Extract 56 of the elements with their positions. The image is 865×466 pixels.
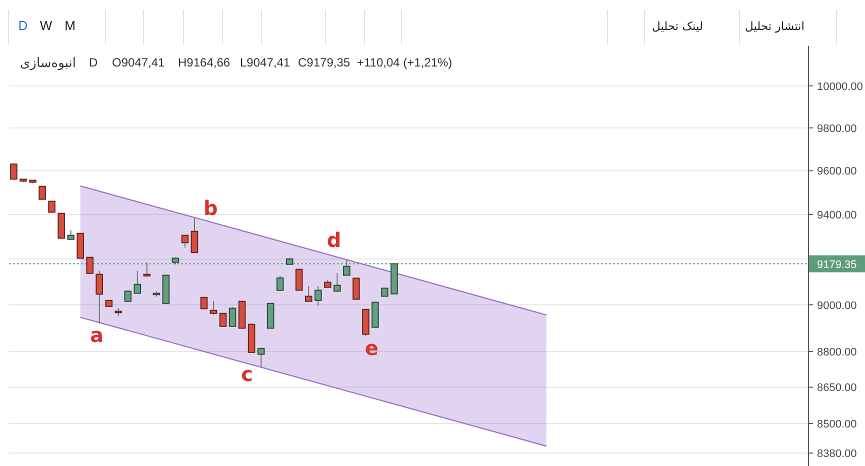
annotation: a: [90, 323, 104, 347]
text: انبوه‌سازی: [20, 56, 76, 71]
candlestick: [38, 186, 46, 200]
candlestick: [96, 270, 103, 324]
text: لینک تحلیل: [652, 19, 704, 33]
candlestick: [134, 270, 142, 294]
candlestick: [257, 348, 265, 368]
candlestick: [190, 217, 198, 254]
candlestick: [352, 278, 360, 300]
candlestick: [304, 285, 312, 302]
annotation: O9047,41: [112, 56, 166, 70]
annotation: b: [204, 196, 218, 220]
y-tick-label: 9000.00: [817, 300, 857, 312]
candlestick: [58, 212, 65, 239]
text: W: [40, 18, 53, 33]
y-tick-label: 9800.00: [817, 122, 857, 135]
y-tick-label: 8800.00: [817, 346, 857, 358]
candlestick: [48, 200, 56, 213]
candlestick: [29, 180, 36, 184]
y-tick-label: 8500.00: [817, 418, 857, 431]
candlestick: [143, 262, 151, 276]
annotation: c: [241, 362, 253, 386]
text: D: [89, 56, 98, 70]
candlestick: [334, 272, 341, 292]
candlestick: [76, 232, 84, 259]
candlestick: [210, 300, 218, 316]
y-tick-label: 10000.00: [817, 80, 863, 93]
candlestick: [105, 300, 113, 307]
text: انتشار تحلیل: [745, 19, 804, 33]
candlestick: [162, 274, 170, 304]
text: M: [64, 18, 76, 33]
annotation: d: [326, 228, 342, 252]
ref-line-label: 9179.35: [817, 258, 857, 271]
y-tick-label: 8650.00: [817, 382, 857, 394]
candlestick: [372, 302, 379, 328]
annotation: H9164,66: [178, 56, 230, 70]
candlestick: [67, 229, 74, 240]
y-tick-label: 8380.00: [817, 448, 857, 460]
candlestick: [200, 296, 208, 310]
candlestick: [86, 256, 94, 274]
candlestick: [238, 300, 246, 329]
candlestick: [181, 234, 189, 248]
candlestick: [10, 164, 18, 180]
annotation: L9047,41: [240, 56, 290, 70]
candlestick: [381, 288, 388, 297]
y-tick-label: 9400.00: [817, 209, 857, 222]
candlestick: [295, 268, 303, 291]
candlestick: [314, 285, 322, 306]
text: D: [18, 18, 28, 33]
annotation: +110,04 (+1,21%): [357, 56, 452, 70]
candlestick: [266, 302, 274, 329]
candlestick: [219, 312, 227, 327]
candlestick: [248, 324, 256, 353]
y-tick-label: 9600.00: [817, 166, 857, 178]
annotation: e: [364, 336, 378, 360]
annotation: C9179,35: [298, 56, 350, 70]
